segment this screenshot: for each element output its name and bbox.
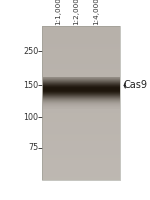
Bar <box>42 26 120 180</box>
Text: 75: 75 <box>28 144 38 152</box>
Text: 250: 250 <box>23 46 38 55</box>
Text: Cas9: Cas9 <box>124 80 148 90</box>
Text: 1:2,000: 1:2,000 <box>73 0 79 25</box>
Text: 1:1,000: 1:1,000 <box>55 0 61 25</box>
Text: 150: 150 <box>23 81 38 90</box>
Text: 1:4,000: 1:4,000 <box>93 0 99 25</box>
Text: 100: 100 <box>23 112 38 121</box>
